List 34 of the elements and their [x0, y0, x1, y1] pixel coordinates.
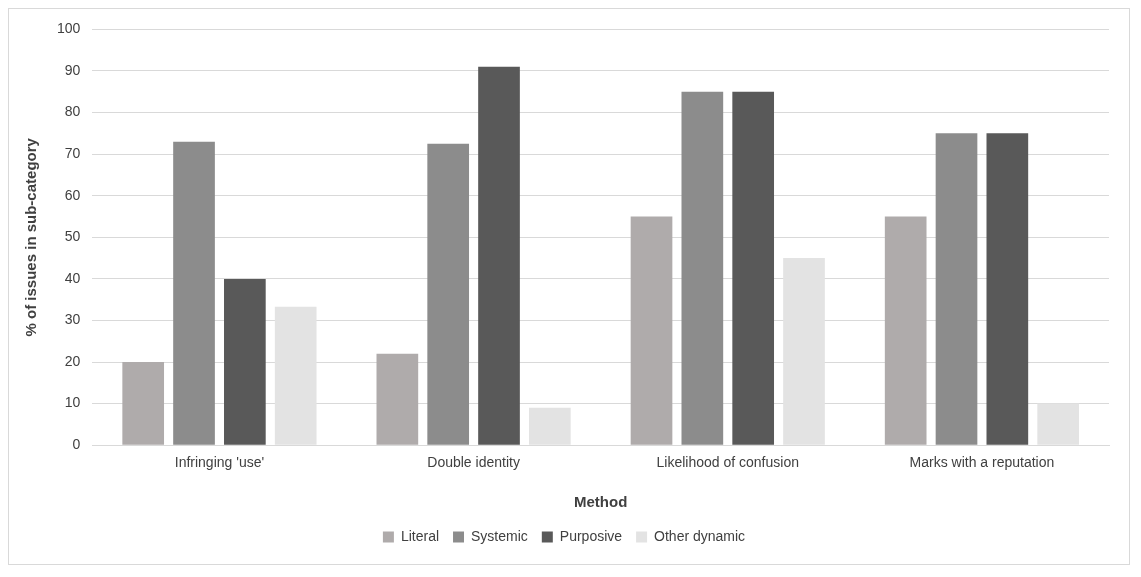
bar	[630, 216, 673, 445]
x-tick-label: Double identity	[427, 454, 520, 471]
legend-label: Systemic	[471, 527, 528, 544]
y-axis-title: % of issues in sub-category	[22, 137, 40, 337]
x-tick-label: Marks with a reputation	[909, 454, 1055, 471]
y-tick-label: 20	[64, 352, 81, 369]
y-tick-label: 70	[64, 145, 81, 161]
y-tick-label: 90	[64, 61, 81, 78]
y-tick-label: 100	[57, 20, 81, 37]
bar	[427, 143, 470, 445]
y-tick-label: 0	[72, 436, 81, 453]
bar	[122, 362, 165, 445]
bar	[986, 133, 1029, 445]
x-tick-label: Likelihood of confusion	[656, 454, 799, 471]
bar	[376, 353, 419, 445]
legend-label: Literal	[400, 527, 440, 544]
y-tick-label: 50	[64, 228, 81, 245]
legend-label: Other dynamic	[654, 527, 746, 544]
bar	[935, 133, 978, 445]
y-tick-label: 40	[64, 269, 81, 286]
x-tick-label: Infringing 'use'	[174, 454, 265, 471]
bar	[732, 91, 775, 445]
bar	[884, 216, 927, 445]
y-tick-label: 60	[64, 186, 81, 203]
bar	[224, 278, 266, 445]
y-tick-label: 30	[64, 311, 81, 328]
y-tick-label: 10	[64, 394, 81, 411]
legend-label: Purposive	[559, 527, 623, 544]
x-axis-title: Method	[574, 493, 628, 511]
bar	[478, 66, 520, 445]
bar	[681, 91, 724, 445]
bar	[529, 407, 571, 445]
bar	[173, 141, 215, 445]
y-tick-label: 80	[64, 103, 81, 120]
